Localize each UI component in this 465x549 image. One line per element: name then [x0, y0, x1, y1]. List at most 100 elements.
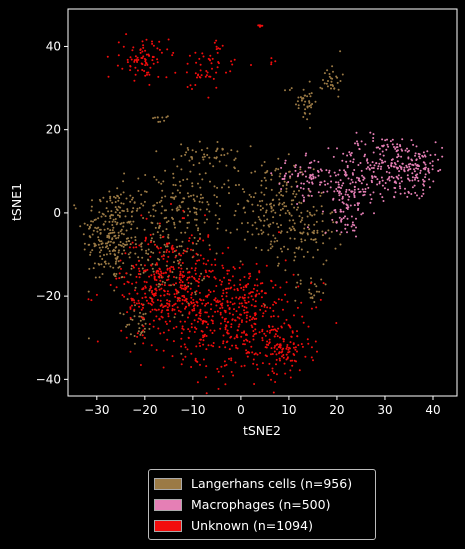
- data-point: [182, 270, 185, 273]
- data-point: [89, 226, 91, 229]
- data-point: [304, 100, 307, 103]
- data-point: [149, 66, 152, 69]
- data-point: [185, 151, 188, 154]
- data-point: [309, 213, 312, 216]
- data-point: [165, 76, 168, 79]
- data-point: [260, 290, 263, 293]
- data-point: [302, 255, 305, 258]
- data-point: [211, 332, 214, 334]
- data-point: [231, 63, 234, 66]
- data-point: [123, 295, 126, 298]
- data-point: [300, 182, 303, 185]
- data-point: [330, 77, 332, 80]
- data-point: [376, 178, 379, 181]
- legend-swatch-macrophages: [154, 498, 182, 511]
- data-point: [351, 190, 354, 193]
- data-point: [414, 162, 417, 165]
- data-point: [165, 264, 168, 267]
- data-point: [284, 293, 287, 296]
- data-point: [321, 87, 324, 90]
- data-point: [294, 346, 297, 349]
- data-point: [260, 164, 263, 167]
- data-point: [253, 318, 256, 320]
- data-point: [166, 245, 169, 248]
- data-point: [278, 231, 280, 234]
- data-point: [350, 152, 353, 154]
- data-point: [312, 238, 315, 241]
- data-point: [176, 209, 179, 212]
- data-point: [199, 254, 202, 257]
- data-point: [284, 372, 287, 375]
- data-point: [260, 229, 263, 232]
- data-point: [199, 186, 202, 189]
- data-point: [294, 166, 297, 169]
- data-point: [243, 190, 246, 193]
- data-point: [202, 343, 205, 346]
- data-point: [194, 357, 197, 360]
- data-point: [387, 145, 390, 148]
- data-point: [134, 236, 137, 239]
- data-point: [204, 214, 206, 217]
- data-point: [178, 253, 181, 256]
- data-point: [325, 82, 328, 85]
- data-point: [102, 196, 105, 199]
- data-point: [205, 263, 208, 266]
- data-point: [273, 301, 276, 303]
- data-point: [256, 278, 258, 281]
- data-point: [396, 156, 399, 159]
- data-point: [278, 198, 281, 201]
- data-point: [283, 175, 286, 178]
- data-point: [134, 243, 137, 246]
- data-point: [151, 42, 154, 45]
- data-point: [381, 138, 384, 141]
- data-point: [267, 249, 270, 252]
- data-point: [437, 158, 440, 161]
- data-point: [355, 235, 357, 238]
- data-point: [209, 54, 212, 57]
- data-point: [128, 323, 131, 326]
- data-point: [288, 170, 291, 173]
- data-point: [261, 330, 264, 333]
- data-point: [350, 178, 353, 181]
- data-point: [125, 240, 128, 243]
- data-point: [180, 267, 183, 270]
- data-point: [306, 251, 309, 253]
- data-point: [171, 244, 174, 247]
- data-point: [338, 194, 341, 197]
- data-point: [190, 302, 193, 305]
- data-point: [178, 220, 181, 223]
- data-point: [307, 325, 310, 328]
- data-point: [339, 179, 342, 182]
- data-point: [198, 275, 201, 278]
- data-point: [241, 188, 244, 191]
- data-point: [338, 186, 341, 189]
- data-point: [212, 290, 215, 293]
- data-point: [206, 154, 209, 156]
- data-point: [215, 285, 218, 287]
- data-point: [159, 236, 162, 239]
- data-point: [201, 52, 204, 55]
- data-point: [130, 227, 133, 230]
- data-point: [194, 272, 197, 275]
- data-point: [283, 205, 286, 208]
- data-point: [345, 188, 348, 191]
- data-point: [245, 317, 248, 319]
- data-point: [331, 65, 334, 68]
- data-point: [286, 209, 289, 212]
- data-point: [315, 209, 318, 212]
- data-point: [244, 301, 247, 304]
- data-point: [289, 376, 292, 379]
- data-point: [309, 126, 311, 129]
- data-point: [268, 338, 271, 341]
- data-point: [337, 173, 340, 176]
- data-point: [252, 196, 255, 199]
- data-point: [174, 71, 177, 74]
- data-point: [136, 56, 139, 59]
- data-point: [390, 162, 393, 165]
- data-point: [423, 161, 426, 164]
- data-point: [319, 168, 322, 171]
- data-point: [321, 230, 324, 233]
- data-point: [403, 192, 406, 195]
- data-point: [200, 74, 203, 77]
- data-point: [275, 343, 278, 346]
